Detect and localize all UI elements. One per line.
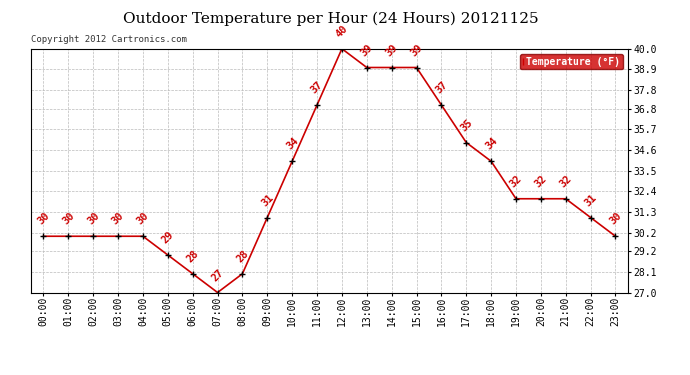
Text: 39: 39: [384, 42, 400, 58]
Text: 32: 32: [508, 174, 524, 189]
Text: 28: 28: [185, 249, 201, 264]
Text: Outdoor Temperature per Hour (24 Hours) 20121125: Outdoor Temperature per Hour (24 Hours) …: [124, 11, 539, 26]
Text: 30: 30: [35, 211, 52, 227]
Text: 30: 30: [110, 211, 126, 227]
Text: 31: 31: [259, 192, 275, 208]
Text: 28: 28: [235, 249, 250, 264]
Text: 29: 29: [160, 230, 176, 246]
Text: 37: 37: [433, 80, 449, 96]
Text: 39: 39: [408, 42, 424, 58]
Text: 30: 30: [61, 211, 77, 227]
Text: 30: 30: [607, 211, 624, 227]
Text: 30: 30: [135, 211, 151, 227]
Text: Copyright 2012 Cartronics.com: Copyright 2012 Cartronics.com: [31, 35, 187, 44]
Text: 31: 31: [582, 192, 598, 208]
Legend: Temperature (°F): Temperature (°F): [520, 54, 623, 69]
Text: 32: 32: [558, 174, 573, 189]
Text: 35: 35: [458, 117, 474, 133]
Text: 32: 32: [533, 174, 549, 189]
Text: 34: 34: [284, 136, 300, 152]
Text: 30: 30: [86, 211, 101, 227]
Text: 40: 40: [334, 24, 350, 39]
Text: 27: 27: [210, 267, 226, 283]
Text: 34: 34: [483, 136, 499, 152]
Text: 39: 39: [359, 42, 375, 58]
Text: 37: 37: [309, 80, 325, 96]
